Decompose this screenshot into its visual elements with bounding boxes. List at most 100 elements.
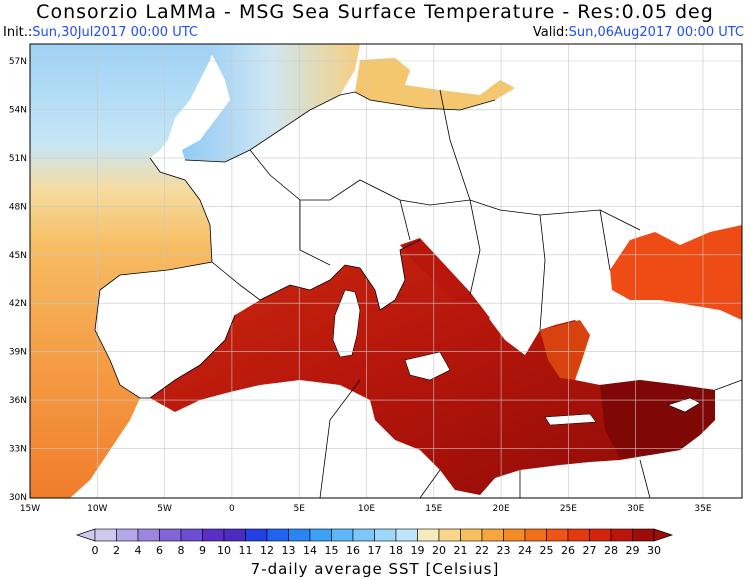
longitude-labels: 15W 10W 5W 0 5E 10E 15E 20E 25E 30E 35E [20,504,712,514]
lon-tick-label: 10W [87,504,107,514]
colorbar-tick-label: 13 [282,544,296,557]
lat-tick-label: 57N [9,57,27,67]
colorbar-box [438,528,461,542]
lat-tick-label: 42N [9,299,27,309]
sicily [404,351,451,381]
country-borders [94,89,743,499]
map-title: Consorzio LaMMa - MSG Sea Surface Temper… [36,1,714,23]
colorbar-box [309,528,332,542]
lat-tick-label: 33N [9,445,27,455]
atlantic-ocean [30,44,215,498]
init-value: Sun,30Jul2017 00:00 UTC [32,25,198,40]
colorbar-tick-label: 21 [454,544,468,557]
corsica-sardinia [332,289,361,358]
latitude-labels: 57N 54N 51N 48N 45N 42N 39N 36N 33N 30N [9,57,27,503]
crete [544,413,597,426]
colorbar-tick-label: 23 [497,544,511,557]
colorbar-box [94,528,117,542]
colorbar-box [352,528,375,542]
graticule [30,44,742,498]
colorbar-box [632,528,655,542]
colorbar-box [610,528,633,542]
colorbar-tick-label: 24 [518,544,532,557]
colorbar-box [374,528,397,542]
colorbar-tick-label: 2 [113,544,120,557]
colorbar-box [567,528,590,542]
colorbar-box [524,528,547,542]
colorbar-tick-label: 25 [540,544,554,557]
aegean-sea [540,320,590,380]
colorbar-max-arrow [653,528,674,542]
colorbar-tick-label: 8 [178,544,185,557]
colorbar-box [137,528,160,542]
colorbar-tick-label: 14 [303,544,317,557]
colorbar-tick-label: 4 [135,544,142,557]
init-label: Init.: [3,25,33,40]
north-sea [182,44,360,162]
colorbar-tick-label: 22 [475,544,489,557]
colorbar-box [202,528,225,542]
colorbar-box [245,528,268,542]
colorbar-tick-label: 16 [346,544,360,557]
lon-tick-label: 10E [358,504,375,514]
colorbar-box [481,528,504,542]
colorbar-box [331,528,354,542]
map-frame [29,43,743,499]
init-time: Init.:Sun,30Jul2017 00:00 UTC [3,24,198,42]
lon-tick-label: 30E [627,504,644,514]
lon-tick-label: 15W [20,504,40,514]
lon-tick-label: 25E [560,504,577,514]
colorbar-box [417,528,440,542]
colorbar-title: 7-daily average SST [Celsius] [250,560,500,578]
colorbar-tick-label: 0 [92,544,99,557]
lat-tick-label: 48N [9,202,27,212]
colorbar-box [159,528,182,542]
colorbar-tick-label: 30 [647,544,661,557]
colorbar-box [460,528,483,542]
valid-time: Valid:Sun,06Aug2017 00:00 UTC [533,24,744,42]
colorbar-tick-label: 29 [626,544,640,557]
colorbar-tick-label: 15 [325,544,339,557]
lon-tick-label: 5E [293,504,305,514]
lon-tick-label: 35E [694,504,711,514]
colorbar-box [288,528,311,542]
colorbar-tick-label: 28 [604,544,618,557]
lat-tick-label: 54N [9,105,27,115]
colorbar-box [116,528,139,542]
colorbar-tick-label: 17 [368,544,382,557]
colorbar-boxes [75,528,674,542]
colorbar-box [546,528,569,542]
valid-value: Sun,06Aug2017 00:00 UTC [568,25,744,40]
colorbar-box [223,528,246,542]
baltic-sea [355,58,515,110]
lat-tick-label: 39N [9,348,27,358]
lat-tick-label: 45N [9,251,27,261]
lon-tick-label: 0 [229,504,235,514]
colorbar-tick-label: 27 [583,544,597,557]
colorbar-box [503,528,526,542]
colorbar-box [395,528,418,542]
lat-tick-label: 30N [9,493,27,503]
lon-tick-label: 15E [425,504,442,514]
colorbar-tick-label: 19 [411,544,425,557]
lon-tick-label: 20E [493,504,510,514]
lat-tick-label: 36N [9,396,27,406]
colorbar-box [589,528,612,542]
colorbar-tick-label: 9 [199,544,206,557]
colorbar-tick-label: 26 [561,544,575,557]
colorbar-tick-label: 18 [389,544,403,557]
colorbar-tick-label: 10 [217,544,231,557]
colorbar-tick-label: 20 [432,544,446,557]
map-panel: 57N 54N 51N 48N 45N 42N 39N 36N 33N 30N 15W 10W 5W 0… [9,43,743,514]
colorbar-tick-label: 11 [239,544,253,557]
colorbar-box [266,528,289,542]
colorbar-tick-label: 6 [156,544,163,557]
lat-tick-label: 51N [9,154,27,164]
colorbar-labels: 0 2 4 6 8 9 10 11 12 13 14 15 16 17 18 19 20 21 22 23 24 25 26… [92,544,662,557]
valid-label: Valid: [532,25,569,40]
colorbar: 0 2 4 6 8 9 10 11 12 13 14 15 16 17 18 19 20 21 22 23 24 25 26… [75,528,674,557]
lon-tick-label: 5W [157,504,172,514]
colorbar-min-arrow [75,528,96,542]
colorbar-tick-label: 12 [260,544,274,557]
